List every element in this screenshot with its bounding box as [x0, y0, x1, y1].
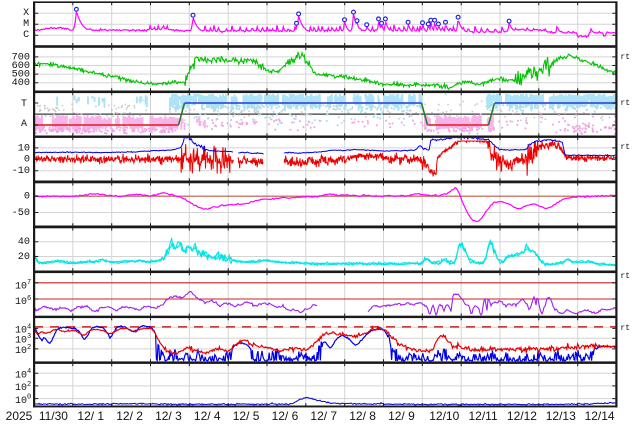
svg-text:12/ 7: 12/ 7 [310, 409, 337, 423]
svg-text:12/ 8: 12/ 8 [349, 409, 376, 423]
svg-text:2025: 2025 [6, 409, 33, 423]
svg-text:700: 700 [12, 52, 30, 63]
svg-text:12/13: 12/13 [546, 409, 576, 423]
svg-text:-50: -50 [12, 208, 30, 219]
svg-text:T: T [21, 99, 27, 110]
svg-text:12/ 6: 12/ 6 [272, 409, 299, 423]
svg-text:10: 10 [18, 143, 30, 154]
svg-text:20: 20 [18, 252, 30, 263]
svg-text:12/ 5: 12/ 5 [233, 409, 260, 423]
svg-text:12/ 2: 12/ 2 [116, 409, 143, 423]
svg-text:11/30: 11/30 [39, 409, 68, 423]
svg-text:rt: rt [620, 272, 630, 281]
svg-text:12/11: 12/11 [469, 409, 498, 423]
svg-text:C: C [23, 30, 29, 41]
svg-text:500: 500 [12, 70, 30, 81]
svg-text:rt: rt [620, 99, 630, 108]
svg-text:12/14: 12/14 [585, 409, 615, 423]
svg-text:A: A [21, 119, 27, 130]
svg-text:600: 600 [12, 61, 30, 72]
svg-text:12/ 3: 12/ 3 [155, 409, 182, 423]
svg-text:12/10: 12/10 [429, 409, 459, 423]
svg-text:-10: -10 [12, 166, 30, 177]
svg-text:400: 400 [12, 78, 30, 89]
svg-text:M: M [23, 19, 29, 30]
svg-text:12/ 9: 12/ 9 [388, 409, 415, 423]
svg-text:rt: rt [620, 143, 630, 152]
svg-text:X: X [23, 8, 29, 19]
svg-text:12/ 4: 12/ 4 [194, 409, 221, 423]
svg-text:0: 0 [24, 192, 30, 203]
svg-text:40: 40 [18, 237, 30, 248]
svg-text:rt: rt [620, 53, 630, 62]
svg-text:rt: rt [620, 324, 630, 333]
svg-text:0: 0 [24, 155, 30, 166]
svg-text:12/ 1: 12/ 1 [77, 409, 104, 423]
svg-text:12/12: 12/12 [507, 409, 537, 423]
